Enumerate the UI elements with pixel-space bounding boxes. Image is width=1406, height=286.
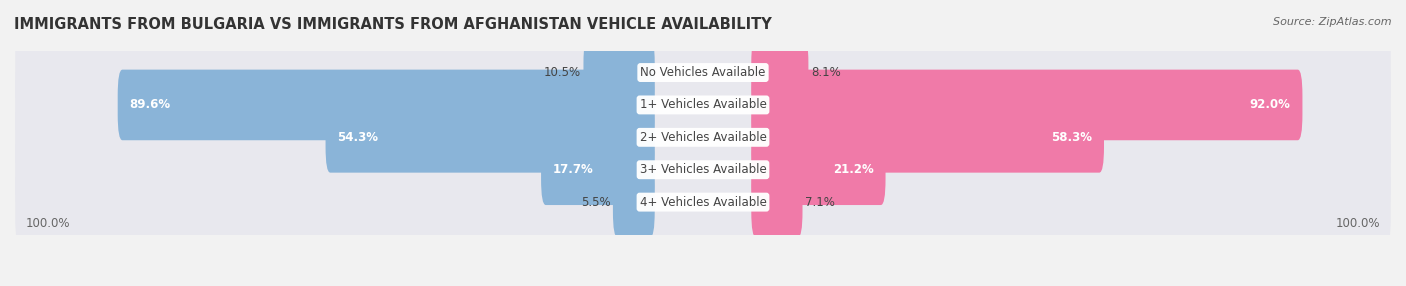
FancyBboxPatch shape xyxy=(541,134,655,205)
Text: 1+ Vehicles Available: 1+ Vehicles Available xyxy=(640,98,766,112)
Text: Source: ZipAtlas.com: Source: ZipAtlas.com xyxy=(1274,17,1392,27)
Text: IMMIGRANTS FROM BULGARIA VS IMMIGRANTS FROM AFGHANISTAN VEHICLE AVAILABILITY: IMMIGRANTS FROM BULGARIA VS IMMIGRANTS F… xyxy=(14,17,772,32)
FancyBboxPatch shape xyxy=(751,102,1104,173)
Text: 100.0%: 100.0% xyxy=(25,217,70,230)
FancyBboxPatch shape xyxy=(751,134,886,205)
Text: 54.3%: 54.3% xyxy=(337,131,378,144)
Text: 17.7%: 17.7% xyxy=(553,163,593,176)
FancyBboxPatch shape xyxy=(326,102,655,173)
FancyBboxPatch shape xyxy=(15,63,1391,147)
FancyBboxPatch shape xyxy=(751,37,808,108)
Text: 92.0%: 92.0% xyxy=(1250,98,1291,112)
Text: No Vehicles Available: No Vehicles Available xyxy=(640,66,766,79)
Text: 3+ Vehicles Available: 3+ Vehicles Available xyxy=(640,163,766,176)
Text: 89.6%: 89.6% xyxy=(129,98,170,112)
Text: 100.0%: 100.0% xyxy=(1336,217,1381,230)
Text: 5.5%: 5.5% xyxy=(581,196,610,208)
Text: 58.3%: 58.3% xyxy=(1052,131,1092,144)
FancyBboxPatch shape xyxy=(751,167,803,237)
FancyBboxPatch shape xyxy=(15,160,1391,244)
FancyBboxPatch shape xyxy=(751,69,1302,140)
FancyBboxPatch shape xyxy=(613,167,655,237)
Text: 8.1%: 8.1% xyxy=(811,66,841,79)
Text: 2+ Vehicles Available: 2+ Vehicles Available xyxy=(640,131,766,144)
FancyBboxPatch shape xyxy=(15,30,1391,115)
Text: 7.1%: 7.1% xyxy=(804,196,835,208)
FancyBboxPatch shape xyxy=(118,69,655,140)
Text: 10.5%: 10.5% xyxy=(544,66,581,79)
FancyBboxPatch shape xyxy=(15,128,1391,212)
FancyBboxPatch shape xyxy=(583,37,655,108)
FancyBboxPatch shape xyxy=(15,95,1391,179)
Text: 21.2%: 21.2% xyxy=(832,163,873,176)
Text: 4+ Vehicles Available: 4+ Vehicles Available xyxy=(640,196,766,208)
